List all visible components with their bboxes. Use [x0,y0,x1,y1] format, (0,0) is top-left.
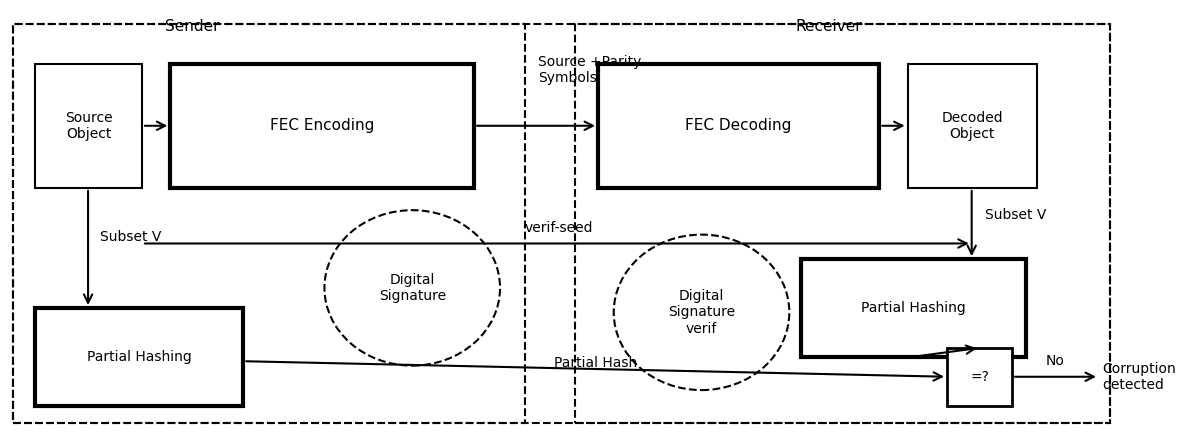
Text: Subset V: Subset V [985,208,1046,222]
Text: Digital
Signature: Digital Signature [378,273,446,303]
Text: =?: =? [970,370,989,384]
Text: Source +Parity
Symbols: Source +Parity Symbols [538,55,642,85]
Text: Decoded
Object: Decoded Object [941,111,1004,141]
FancyBboxPatch shape [908,63,1037,188]
Text: Source
Object: Source Object [65,111,112,141]
Ellipse shape [324,210,500,366]
Text: FEC Decoding: FEC Decoding [686,118,792,133]
FancyBboxPatch shape [800,259,1026,357]
Text: Partial Hashing: Partial Hashing [860,301,966,315]
FancyBboxPatch shape [170,63,474,188]
Text: Digital
Signature
verif: Digital Signature verif [668,289,735,336]
Text: Corruption
detected: Corruption detected [1103,362,1176,392]
Text: No: No [1046,354,1065,368]
Text: Sender: Sender [165,19,220,34]
Text: FEC Encoding: FEC Encoding [269,118,375,133]
FancyBboxPatch shape [947,348,1012,405]
Text: Partial Hashing: Partial Hashing [87,350,191,364]
Text: Subset V: Subset V [100,230,162,244]
FancyBboxPatch shape [35,308,243,405]
FancyBboxPatch shape [598,63,879,188]
Text: verif-seed: verif-seed [525,221,593,235]
Ellipse shape [613,235,790,390]
FancyBboxPatch shape [35,63,142,188]
Text: Receiver: Receiver [795,19,862,34]
Text: Partial Hash: Partial Hash [554,356,637,370]
